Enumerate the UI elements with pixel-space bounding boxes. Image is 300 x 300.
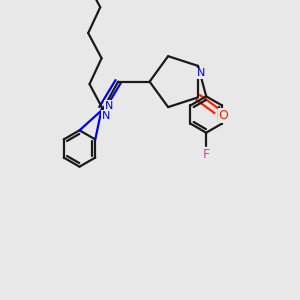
Text: N: N xyxy=(102,111,110,121)
Text: O: O xyxy=(219,110,229,122)
Text: N: N xyxy=(105,101,113,111)
Text: N: N xyxy=(197,68,205,78)
Text: F: F xyxy=(202,148,210,161)
